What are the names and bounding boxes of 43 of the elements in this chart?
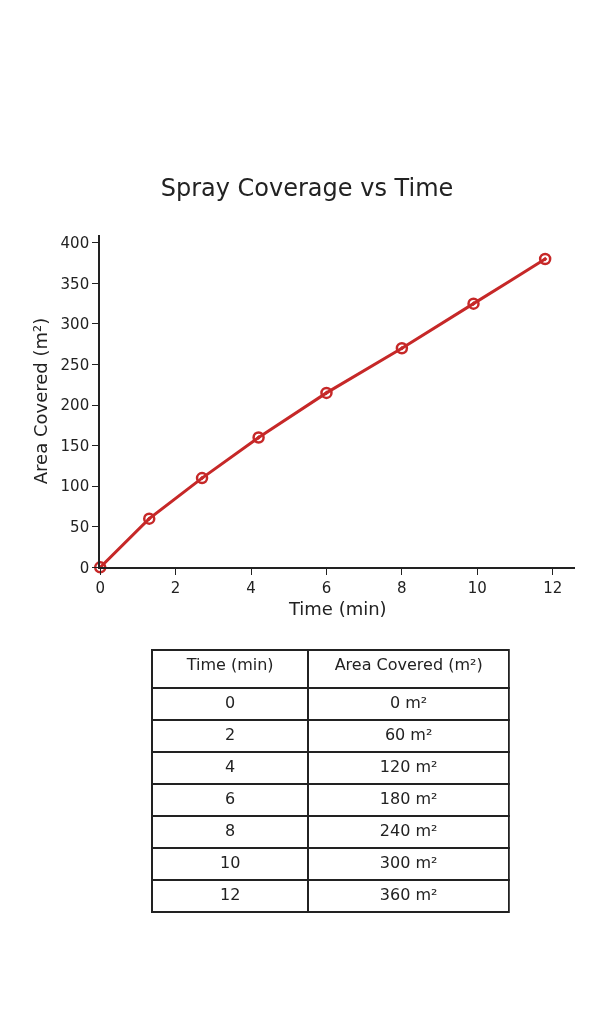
- text: 6: [225, 788, 236, 808]
- x-tick-label: 10: [467, 579, 487, 598]
- point: [467, 297, 480, 310]
- text: 8: [225, 820, 236, 840]
- text: Area Covered (m²): [334, 654, 483, 674]
- point: [252, 431, 265, 444]
- x-tick-label: 6: [321, 579, 332, 598]
- x-tick-label: 0: [95, 579, 105, 598]
- text: 2: [225, 724, 236, 744]
- text: 0: [225, 692, 236, 712]
- x-tick-label: 4: [246, 579, 256, 598]
- y-tick-label: 300: [60, 315, 90, 334]
- y-tick-label: 200: [60, 396, 90, 415]
- y-tick-label: 150: [60, 436, 90, 455]
- text: Time (min): [185, 654, 274, 674]
- point: [195, 471, 209, 485]
- y-tick-label: 0: [79, 558, 90, 577]
- y-axis-title: Area Covered (m²): [30, 317, 52, 485]
- x-tick-label: 12: [543, 579, 563, 598]
- text: 0 m²: [390, 692, 428, 712]
- y-tick-label: 250: [60, 355, 90, 374]
- point: [395, 342, 409, 355]
- text: 300 m²: [379, 852, 438, 872]
- x-tick-label: 2: [170, 579, 181, 598]
- text: 180 m²: [379, 788, 438, 808]
- point: [320, 386, 333, 400]
- point: [142, 512, 156, 525]
- point: [93, 561, 107, 574]
- text: 4: [225, 756, 236, 776]
- point: [538, 252, 552, 266]
- y-tick-label: 50: [70, 518, 90, 537]
- text: 240 m²: [379, 820, 438, 840]
- x-tick-label: 8: [397, 579, 407, 598]
- y-tick-label: 350: [60, 274, 90, 293]
- x-axis-title: Time (min): [287, 597, 387, 619]
- text: 60 m²: [384, 724, 433, 744]
- y-tick-label: 100: [60, 477, 90, 496]
- text: 120 m²: [379, 756, 438, 776]
- text: 360 m²: [379, 884, 438, 904]
- y-tick-label: 400: [60, 234, 90, 253]
- text: 12: [219, 884, 241, 904]
- chart-title: Spray Coverage vs Time: [160, 174, 454, 203]
- text: 10: [219, 852, 241, 872]
